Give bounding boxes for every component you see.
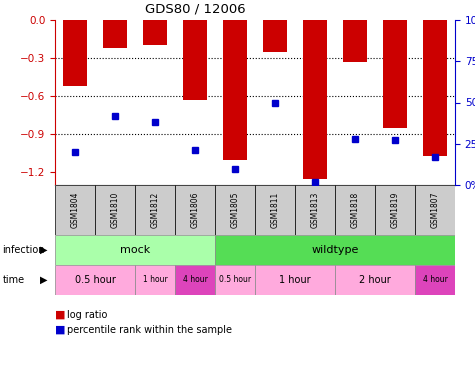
Text: log ratio: log ratio (67, 310, 107, 320)
Bar (263, 20, 287, 52)
Bar (215, 185, 255, 235)
Bar (143, 20, 167, 45)
Text: GDS80 / 12006: GDS80 / 12006 (145, 2, 245, 15)
Bar (63, 20, 87, 86)
Bar (55, 265, 135, 295)
Bar (335, 185, 375, 235)
Bar (383, 20, 407, 128)
Text: GSM1806: GSM1806 (190, 192, 200, 228)
Bar (135, 265, 175, 295)
Bar (255, 185, 295, 235)
Bar (95, 185, 135, 235)
Bar (375, 185, 415, 235)
Text: infection: infection (2, 245, 45, 255)
Bar (303, 20, 327, 179)
Text: ■: ■ (55, 310, 66, 320)
Bar (215, 265, 255, 295)
Text: GSM1804: GSM1804 (70, 192, 79, 228)
Text: GSM1819: GSM1819 (390, 192, 399, 228)
Text: 4 hour: 4 hour (423, 276, 447, 284)
Text: ▶: ▶ (39, 245, 47, 255)
Bar (255, 265, 335, 295)
Bar (415, 185, 455, 235)
Text: 2 hour: 2 hour (359, 275, 391, 285)
Text: ■: ■ (55, 325, 66, 335)
Bar (135, 185, 175, 235)
Bar (55, 185, 95, 235)
Bar (295, 185, 335, 235)
Text: GSM1812: GSM1812 (151, 192, 160, 228)
Text: GSM1811: GSM1811 (270, 192, 279, 228)
Text: GSM1807: GSM1807 (430, 192, 439, 228)
Text: percentile rank within the sample: percentile rank within the sample (67, 325, 232, 335)
Text: wildtype: wildtype (311, 245, 359, 255)
Text: GSM1813: GSM1813 (311, 192, 320, 228)
Bar (343, 20, 367, 62)
Bar (175, 185, 215, 235)
Bar (223, 20, 247, 160)
Text: GSM1818: GSM1818 (351, 192, 360, 228)
Text: GSM1805: GSM1805 (230, 192, 239, 228)
Text: GSM1810: GSM1810 (111, 192, 120, 228)
Bar (175, 265, 215, 295)
Bar (415, 265, 455, 295)
Text: ▶: ▶ (39, 275, 47, 285)
Bar (423, 20, 447, 156)
Bar (103, 20, 127, 48)
Text: mock: mock (120, 245, 150, 255)
Text: 0.5 hour: 0.5 hour (75, 275, 115, 285)
Bar (55, 235, 215, 265)
Bar (183, 20, 207, 100)
Bar (335, 265, 415, 295)
Text: 1 hour: 1 hour (279, 275, 311, 285)
Text: time: time (2, 275, 25, 285)
Text: 4 hour: 4 hour (182, 276, 208, 284)
Text: 1 hour: 1 hour (142, 276, 167, 284)
Bar (215, 235, 455, 265)
Text: 0.5 hour: 0.5 hour (219, 276, 251, 284)
